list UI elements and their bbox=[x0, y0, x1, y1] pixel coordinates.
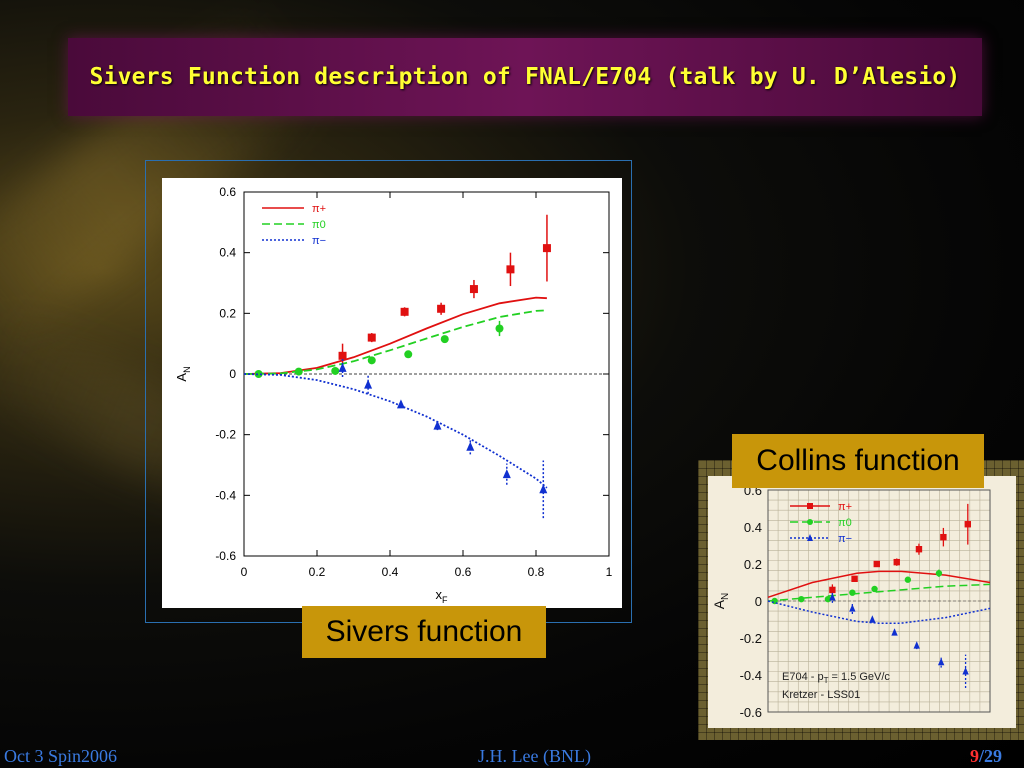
sivers-function-label: Sivers function bbox=[302, 606, 546, 658]
legend-label-0: π+ bbox=[312, 203, 326, 215]
data-point bbox=[433, 420, 442, 430]
y-tick-label: -0.4 bbox=[740, 668, 762, 683]
data-point bbox=[824, 595, 832, 603]
data-point bbox=[440, 335, 449, 344]
data-point bbox=[502, 469, 511, 479]
x-axis-label-sub: F bbox=[442, 595, 448, 605]
data-point bbox=[542, 244, 551, 253]
x-tick-label: 0.8 bbox=[528, 565, 545, 579]
y-tick-label: -0.2 bbox=[740, 631, 762, 646]
y-tick-label: 0.4 bbox=[744, 520, 762, 535]
data-point bbox=[404, 350, 413, 359]
series-curve-0 bbox=[243, 296, 547, 375]
legend-marker-0 bbox=[807, 503, 813, 509]
y-axis-label: AN bbox=[711, 593, 731, 610]
data-point bbox=[331, 366, 340, 375]
y-tick-label: -0.4 bbox=[215, 488, 236, 502]
data-point bbox=[396, 399, 405, 409]
x-tick-label: 0.6 bbox=[455, 565, 472, 579]
data-point bbox=[367, 356, 376, 365]
legend-marker-2 bbox=[807, 534, 813, 541]
legend-label-1: π0 bbox=[838, 517, 852, 529]
data-point bbox=[437, 304, 446, 313]
data-point bbox=[869, 615, 876, 623]
data-point bbox=[506, 265, 515, 274]
series-curve-0 bbox=[767, 570, 991, 599]
data-point bbox=[873, 560, 880, 568]
data-point bbox=[254, 370, 263, 378]
data-point bbox=[962, 667, 969, 675]
sivers-chart: 0.6 0.4 0.2 0 -0.2 -0.4 -0.6 0 0.2 0.4 0.6 0.8 1 xF AN… bbox=[174, 185, 613, 605]
series-curve-1 bbox=[767, 583, 991, 602]
annotation-line-1-sub: T bbox=[824, 676, 829, 685]
data-point bbox=[893, 558, 900, 566]
data-point bbox=[294, 367, 303, 376]
data-point bbox=[937, 657, 945, 666]
y-tick-label: 0.2 bbox=[744, 557, 762, 572]
legend-label-0: π+ bbox=[838, 501, 852, 513]
annotation-line-1-rest: = 1.5 GeV/c bbox=[828, 671, 890, 683]
y-tick-label: 0.6 bbox=[219, 185, 236, 199]
x-tick-label: 0 bbox=[241, 565, 248, 579]
y-tick-label: 0 bbox=[229, 367, 236, 381]
data-point bbox=[798, 595, 805, 603]
data-point bbox=[891, 628, 898, 636]
data-point bbox=[338, 362, 347, 372]
y-axis-label-sub: N bbox=[720, 593, 731, 600]
data-point bbox=[904, 576, 912, 583]
y-tick-label: -0.6 bbox=[215, 549, 236, 563]
data-point bbox=[400, 307, 409, 316]
data-point bbox=[469, 285, 478, 294]
data-point bbox=[829, 593, 836, 601]
legend-label-2: π− bbox=[838, 533, 852, 545]
y-tick-label: -0.6 bbox=[740, 705, 762, 720]
data-point bbox=[364, 379, 373, 389]
data-point bbox=[913, 641, 920, 649]
series-curve-2 bbox=[767, 600, 991, 624]
x-tick-label: 1 bbox=[606, 565, 613, 579]
legend-marker-1 bbox=[807, 519, 813, 525]
legend-label-1: π0 bbox=[312, 219, 326, 231]
data-point bbox=[849, 589, 856, 596]
y-axis-label: AN bbox=[174, 366, 192, 381]
annotation-line-1: E704 - pT = 1.5 GeV/c bbox=[782, 671, 890, 685]
data-point bbox=[940, 533, 947, 541]
data-point bbox=[829, 586, 836, 594]
footer-date: Oct 3 Spin2006 bbox=[4, 746, 118, 766]
data-point bbox=[495, 324, 504, 333]
series-curve-2 bbox=[243, 373, 548, 489]
x-axis-label: xF bbox=[436, 587, 449, 605]
data-point bbox=[338, 351, 347, 360]
data-point bbox=[871, 585, 878, 593]
x-tick-label: 0.4 bbox=[382, 565, 399, 579]
collins-chart-panel: 0.6 0.4 0.2 0 -0.2 -0.4 -0.6 AN π+ π0 π− E704 - pT … bbox=[708, 476, 1016, 728]
data-point bbox=[466, 441, 475, 451]
y-tick-label: 0.4 bbox=[219, 246, 236, 260]
sivers-chart-panel: 0.6 0.4 0.2 0 -0.2 -0.4 -0.6 0 0.2 0.4 0.6 0.8 1 xF AN… bbox=[162, 178, 622, 608]
y-tick-label: 0 bbox=[755, 594, 762, 609]
footer-page-total: /29 bbox=[978, 746, 1002, 766]
y-tick-label: 0.2 bbox=[219, 306, 236, 320]
x-tick-label: 0.2 bbox=[309, 565, 326, 579]
data-point bbox=[851, 575, 858, 582]
annotation-line-2: Kretzer - LSS01 bbox=[782, 689, 860, 701]
y-tick-label: -0.2 bbox=[215, 428, 236, 442]
footer-page-number: 9/29 bbox=[970, 746, 1002, 767]
data-point bbox=[964, 521, 971, 528]
data-point bbox=[915, 546, 923, 553]
legend-label-2: π− bbox=[312, 235, 326, 247]
footer-page-current: 9 bbox=[969, 746, 979, 766]
footer-author: J.H. Lee (BNL) bbox=[478, 746, 591, 766]
title-bar: Sivers Function description of FNAL/E704… bbox=[68, 38, 982, 116]
data-point bbox=[367, 333, 376, 342]
data-point bbox=[935, 570, 943, 577]
data-point bbox=[539, 484, 548, 494]
y-axis-label-sub: N bbox=[182, 366, 192, 373]
data-point bbox=[849, 604, 856, 612]
slide-title: Sivers Function description of FNAL/E704… bbox=[89, 64, 961, 90]
collins-function-label: Collins function bbox=[732, 434, 984, 488]
